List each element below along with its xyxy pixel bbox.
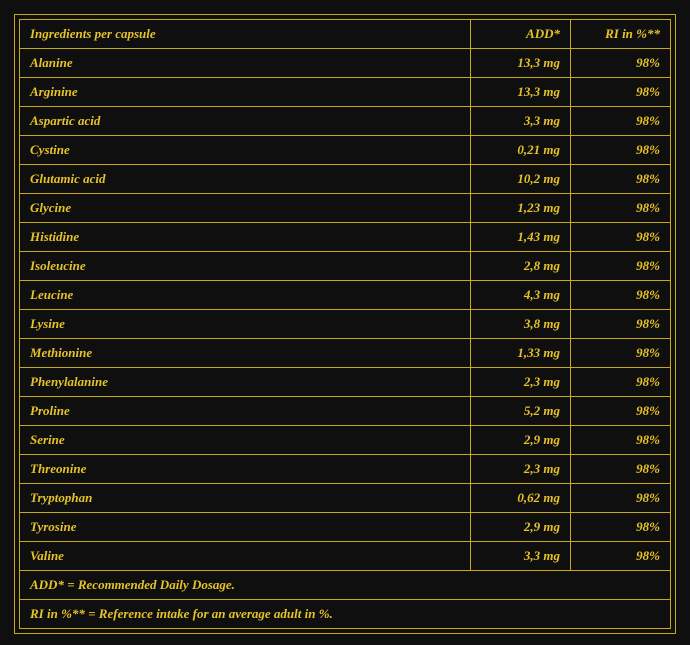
table-row: Valine3,3 mg98% bbox=[20, 542, 671, 571]
ingredient-name: Cystine bbox=[20, 136, 471, 165]
ingredient-add: 2,9 mg bbox=[471, 426, 571, 455]
table-row: Tyrosine2,9 mg98% bbox=[20, 513, 671, 542]
ingredient-name: Proline bbox=[20, 397, 471, 426]
ingredient-add: 0,62 mg bbox=[471, 484, 571, 513]
ingredient-name: Methionine bbox=[20, 339, 471, 368]
ingredient-ri: 98% bbox=[571, 281, 671, 310]
ingredient-name: Leucine bbox=[20, 281, 471, 310]
header-row: Ingredients per capsule ADD* RI in %** bbox=[20, 20, 671, 49]
ingredient-ri: 98% bbox=[571, 310, 671, 339]
ingredient-ri: 98% bbox=[571, 107, 671, 136]
ingredient-ri: 98% bbox=[571, 136, 671, 165]
ingredient-name: Isoleucine bbox=[20, 252, 471, 281]
ingredient-add: 2,8 mg bbox=[471, 252, 571, 281]
table-row: Glutamic acid10,2 mg98% bbox=[20, 165, 671, 194]
ingredient-add: 3,3 mg bbox=[471, 107, 571, 136]
footnote-text: RI in %** = Reference intake for an aver… bbox=[20, 600, 671, 629]
ingredient-name: Serine bbox=[20, 426, 471, 455]
ingredient-name: Glycine bbox=[20, 194, 471, 223]
table-row: Methionine1,33 mg98% bbox=[20, 339, 671, 368]
header-ingredient: Ingredients per capsule bbox=[20, 20, 471, 49]
table-row: Phenylalanine2,3 mg98% bbox=[20, 368, 671, 397]
ingredient-ri: 98% bbox=[571, 484, 671, 513]
table-row: Aspartic acid3,3 mg98% bbox=[20, 107, 671, 136]
table-row: Tryptophan0,62 mg98% bbox=[20, 484, 671, 513]
table-row: Glycine1,23 mg98% bbox=[20, 194, 671, 223]
ingredient-name: Glutamic acid bbox=[20, 165, 471, 194]
footnote-text: ADD* = Recommended Daily Dosage. bbox=[20, 571, 671, 600]
ingredient-add: 4,3 mg bbox=[471, 281, 571, 310]
ingredients-table: Ingredients per capsule ADD* RI in %** A… bbox=[19, 19, 671, 629]
table-row: Lysine3,8 mg98% bbox=[20, 310, 671, 339]
ingredient-add: 2,3 mg bbox=[471, 455, 571, 484]
ingredient-name: Tryptophan bbox=[20, 484, 471, 513]
table-row: Isoleucine2,8 mg98% bbox=[20, 252, 671, 281]
ingredient-name: Alanine bbox=[20, 49, 471, 78]
ingredient-add: 1,33 mg bbox=[471, 339, 571, 368]
ingredient-add: 2,9 mg bbox=[471, 513, 571, 542]
ingredient-ri: 98% bbox=[571, 513, 671, 542]
table-row: Leucine4,3 mg98% bbox=[20, 281, 671, 310]
ingredient-ri: 98% bbox=[571, 542, 671, 571]
ingredient-add: 13,3 mg bbox=[471, 78, 571, 107]
ingredient-ri: 98% bbox=[571, 194, 671, 223]
ingredient-ri: 98% bbox=[571, 49, 671, 78]
table-row: Histidine1,43 mg98% bbox=[20, 223, 671, 252]
ingredient-add: 2,3 mg bbox=[471, 368, 571, 397]
ingredient-ri: 98% bbox=[571, 368, 671, 397]
ingredient-name: Histidine bbox=[20, 223, 471, 252]
table-row: Proline5,2 mg98% bbox=[20, 397, 671, 426]
footnote-row: ADD* = Recommended Daily Dosage. bbox=[20, 571, 671, 600]
ingredient-add: 13,3 mg bbox=[471, 49, 571, 78]
ingredient-name: Tyrosine bbox=[20, 513, 471, 542]
ingredient-name: Phenylalanine bbox=[20, 368, 471, 397]
table-row: Cystine0,21 mg98% bbox=[20, 136, 671, 165]
ingredient-name: Valine bbox=[20, 542, 471, 571]
ingredient-ri: 98% bbox=[571, 455, 671, 484]
ingredient-ri: 98% bbox=[571, 426, 671, 455]
ingredient-add: 10,2 mg bbox=[471, 165, 571, 194]
ingredient-name: Arginine bbox=[20, 78, 471, 107]
table-row: Serine2,9 mg98% bbox=[20, 426, 671, 455]
ingredient-add: 5,2 mg bbox=[471, 397, 571, 426]
ingredient-ri: 98% bbox=[571, 165, 671, 194]
ingredient-add: 3,8 mg bbox=[471, 310, 571, 339]
ingredient-name: Aspartic acid bbox=[20, 107, 471, 136]
ingredient-ri: 98% bbox=[571, 223, 671, 252]
header-add: ADD* bbox=[471, 20, 571, 49]
ingredient-add: 0,21 mg bbox=[471, 136, 571, 165]
ingredient-ri: 98% bbox=[571, 339, 671, 368]
ingredient-ri: 98% bbox=[571, 252, 671, 281]
header-ri: RI in %** bbox=[571, 20, 671, 49]
ingredients-table-container: Ingredients per capsule ADD* RI in %** A… bbox=[14, 14, 676, 634]
table-row: Threonine2,3 mg98% bbox=[20, 455, 671, 484]
ingredient-ri: 98% bbox=[571, 78, 671, 107]
ingredient-name: Lysine bbox=[20, 310, 471, 339]
ingredient-ri: 98% bbox=[571, 397, 671, 426]
footnote-row: RI in %** = Reference intake for an aver… bbox=[20, 600, 671, 629]
ingredient-add: 3,3 mg bbox=[471, 542, 571, 571]
ingredient-name: Threonine bbox=[20, 455, 471, 484]
ingredient-add: 1,43 mg bbox=[471, 223, 571, 252]
table-row: Arginine13,3 mg98% bbox=[20, 78, 671, 107]
ingredient-add: 1,23 mg bbox=[471, 194, 571, 223]
table-row: Alanine13,3 mg98% bbox=[20, 49, 671, 78]
